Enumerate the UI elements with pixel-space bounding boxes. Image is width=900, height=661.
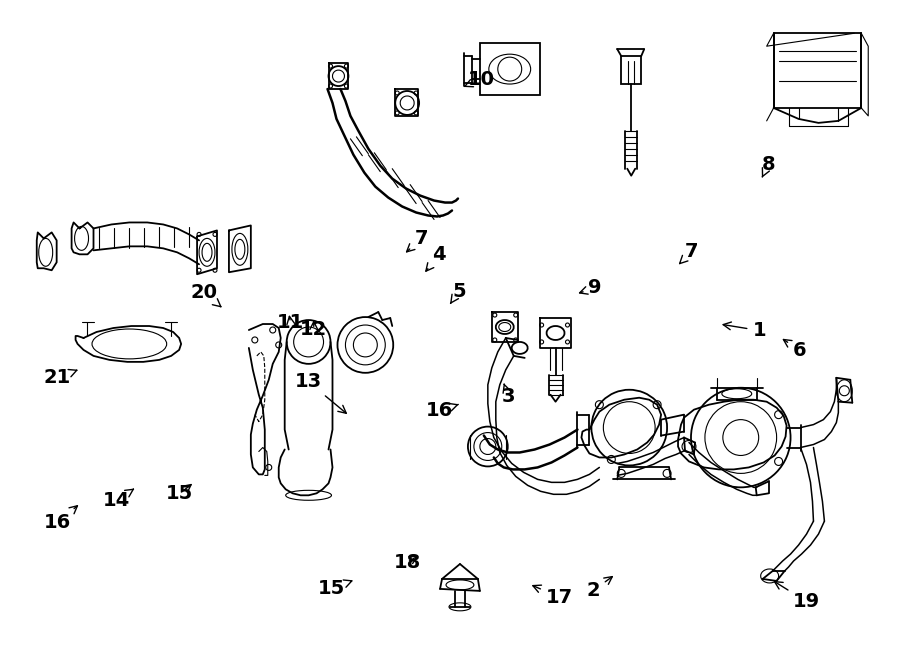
Text: 18: 18 <box>393 553 420 572</box>
Text: 2: 2 <box>587 576 612 600</box>
Text: 19: 19 <box>775 582 820 611</box>
Text: 15: 15 <box>166 485 193 503</box>
Text: 3: 3 <box>501 384 515 406</box>
Text: 17: 17 <box>533 585 573 607</box>
Text: 14: 14 <box>103 489 133 510</box>
Text: 4: 4 <box>426 245 446 271</box>
Bar <box>480 43 540 95</box>
Text: 15: 15 <box>318 579 352 598</box>
Text: 6: 6 <box>783 340 806 360</box>
Text: 7: 7 <box>680 242 698 264</box>
Text: 8: 8 <box>761 155 775 177</box>
Text: 11: 11 <box>277 313 304 332</box>
Text: 13: 13 <box>295 372 346 413</box>
Text: 21: 21 <box>44 368 77 387</box>
Text: 16: 16 <box>426 401 458 420</box>
Text: 9: 9 <box>580 278 602 297</box>
Bar <box>774 33 861 108</box>
Text: 5: 5 <box>451 282 466 303</box>
Text: 10: 10 <box>464 69 495 89</box>
Text: 20: 20 <box>190 283 221 307</box>
Text: 7: 7 <box>407 229 428 252</box>
Text: 1: 1 <box>723 321 766 340</box>
Text: 12: 12 <box>300 320 328 338</box>
Bar <box>621 56 641 84</box>
Text: 16: 16 <box>44 506 77 532</box>
